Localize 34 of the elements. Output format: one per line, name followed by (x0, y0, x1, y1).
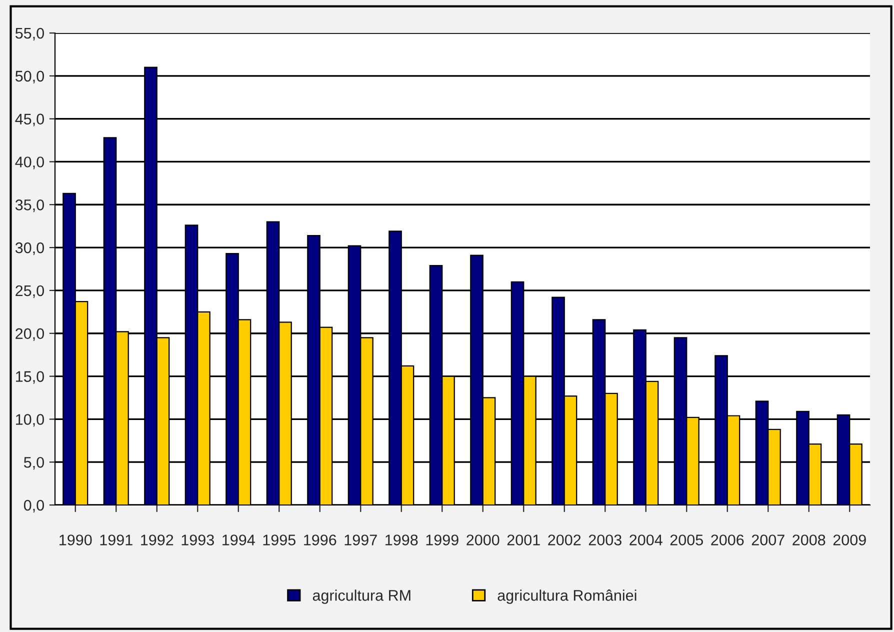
x-tick-label: 1996 (304, 534, 336, 546)
x-tick-label: 2001 (507, 534, 540, 546)
x-tick-label: 1998 (386, 534, 418, 546)
y-tick-label: 45,0 (15, 114, 44, 126)
y-tick-label: 15,0 (16, 371, 44, 384)
x-tick-label: 1995 (263, 534, 296, 546)
y-tick-label: 35,0 (15, 200, 44, 212)
x-tick-label: 2002 (548, 534, 581, 546)
x-tick-label: 1993 (182, 534, 214, 546)
x-tick-label: 2009 (833, 534, 866, 546)
x-tick-label: 2006 (711, 534, 744, 546)
x-tick-label: 1994 (222, 534, 255, 546)
x-tick-label: 2008 (792, 534, 826, 546)
y-tick-label: 0,0 (24, 500, 44, 512)
x-tick-label: 2004 (630, 534, 662, 546)
x-tick-label: 2000 (466, 534, 500, 546)
y-tick-label: 20,0 (16, 328, 44, 341)
y-tick-label: 30,0 (15, 242, 44, 256)
legend-label: agricultura României (498, 590, 636, 604)
x-tick-label: 2005 (670, 534, 703, 546)
y-tick-label: 10,0 (16, 414, 44, 427)
y-tick-label: 5,0 (24, 456, 44, 470)
y-tick-label: 50,0 (15, 70, 44, 84)
y-tick-label: 25,0 (16, 285, 44, 298)
legend-label: agricultura RM (312, 590, 410, 604)
x-tick-label: 2003 (588, 534, 622, 546)
x-tick-label: 1992 (141, 534, 174, 546)
x-tick-label: 1990 (60, 534, 92, 546)
x-tick-label: 1999 (426, 534, 458, 546)
y-tick-label: 55,0 (15, 28, 44, 40)
x-tick-label: 1997 (344, 534, 377, 546)
y-tick-label: 40,0 (15, 156, 44, 170)
x-tick-label: 2007 (752, 534, 784, 546)
x-tick-label: 1991 (100, 534, 132, 546)
